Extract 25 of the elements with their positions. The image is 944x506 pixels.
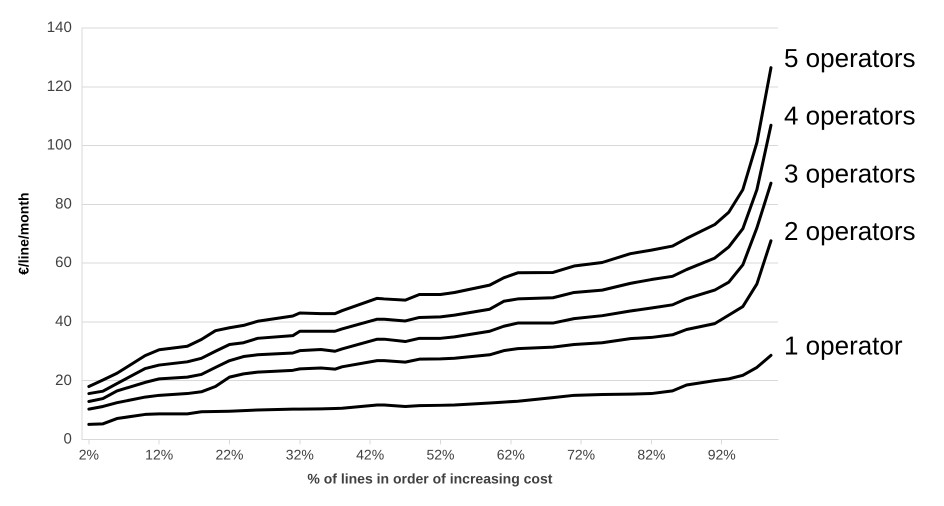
series-label: 3 operators [784,158,916,188]
x-tick-label: 72% [567,446,596,463]
y-tick-label: 0 [63,430,72,448]
series-label: 5 operators [784,42,916,73]
series-label: 1 operator [784,330,903,361]
x-tick-label: 42% [356,446,384,463]
x-tick-label: 62% [496,446,525,463]
x-tick-label: 52% [426,446,454,463]
y-tick-label: 100 [46,136,72,154]
series-label: 2 operators [784,216,916,246]
x-tick-label: 12% [145,446,174,463]
x-axis-title: % of lines in order of increasing cost [307,470,553,486]
y-tick-label: 120 [46,78,72,95]
x-tick-label: 92% [708,446,736,463]
x-tick-label: 2% [78,446,99,463]
series-label: 4 operators [784,100,916,130]
x-tick-label: 32% [286,446,314,463]
y-tick-label: 20 [55,372,72,389]
y-tick-label: 60 [55,254,72,272]
y-axis-title: €/line/month [15,192,32,275]
y-tick-label: 140 [46,19,72,36]
x-tick-label: 22% [215,446,244,463]
x-tick-label: 82% [637,446,666,463]
y-tick-label: 80 [55,195,72,212]
y-tick-label: 40 [55,313,72,330]
